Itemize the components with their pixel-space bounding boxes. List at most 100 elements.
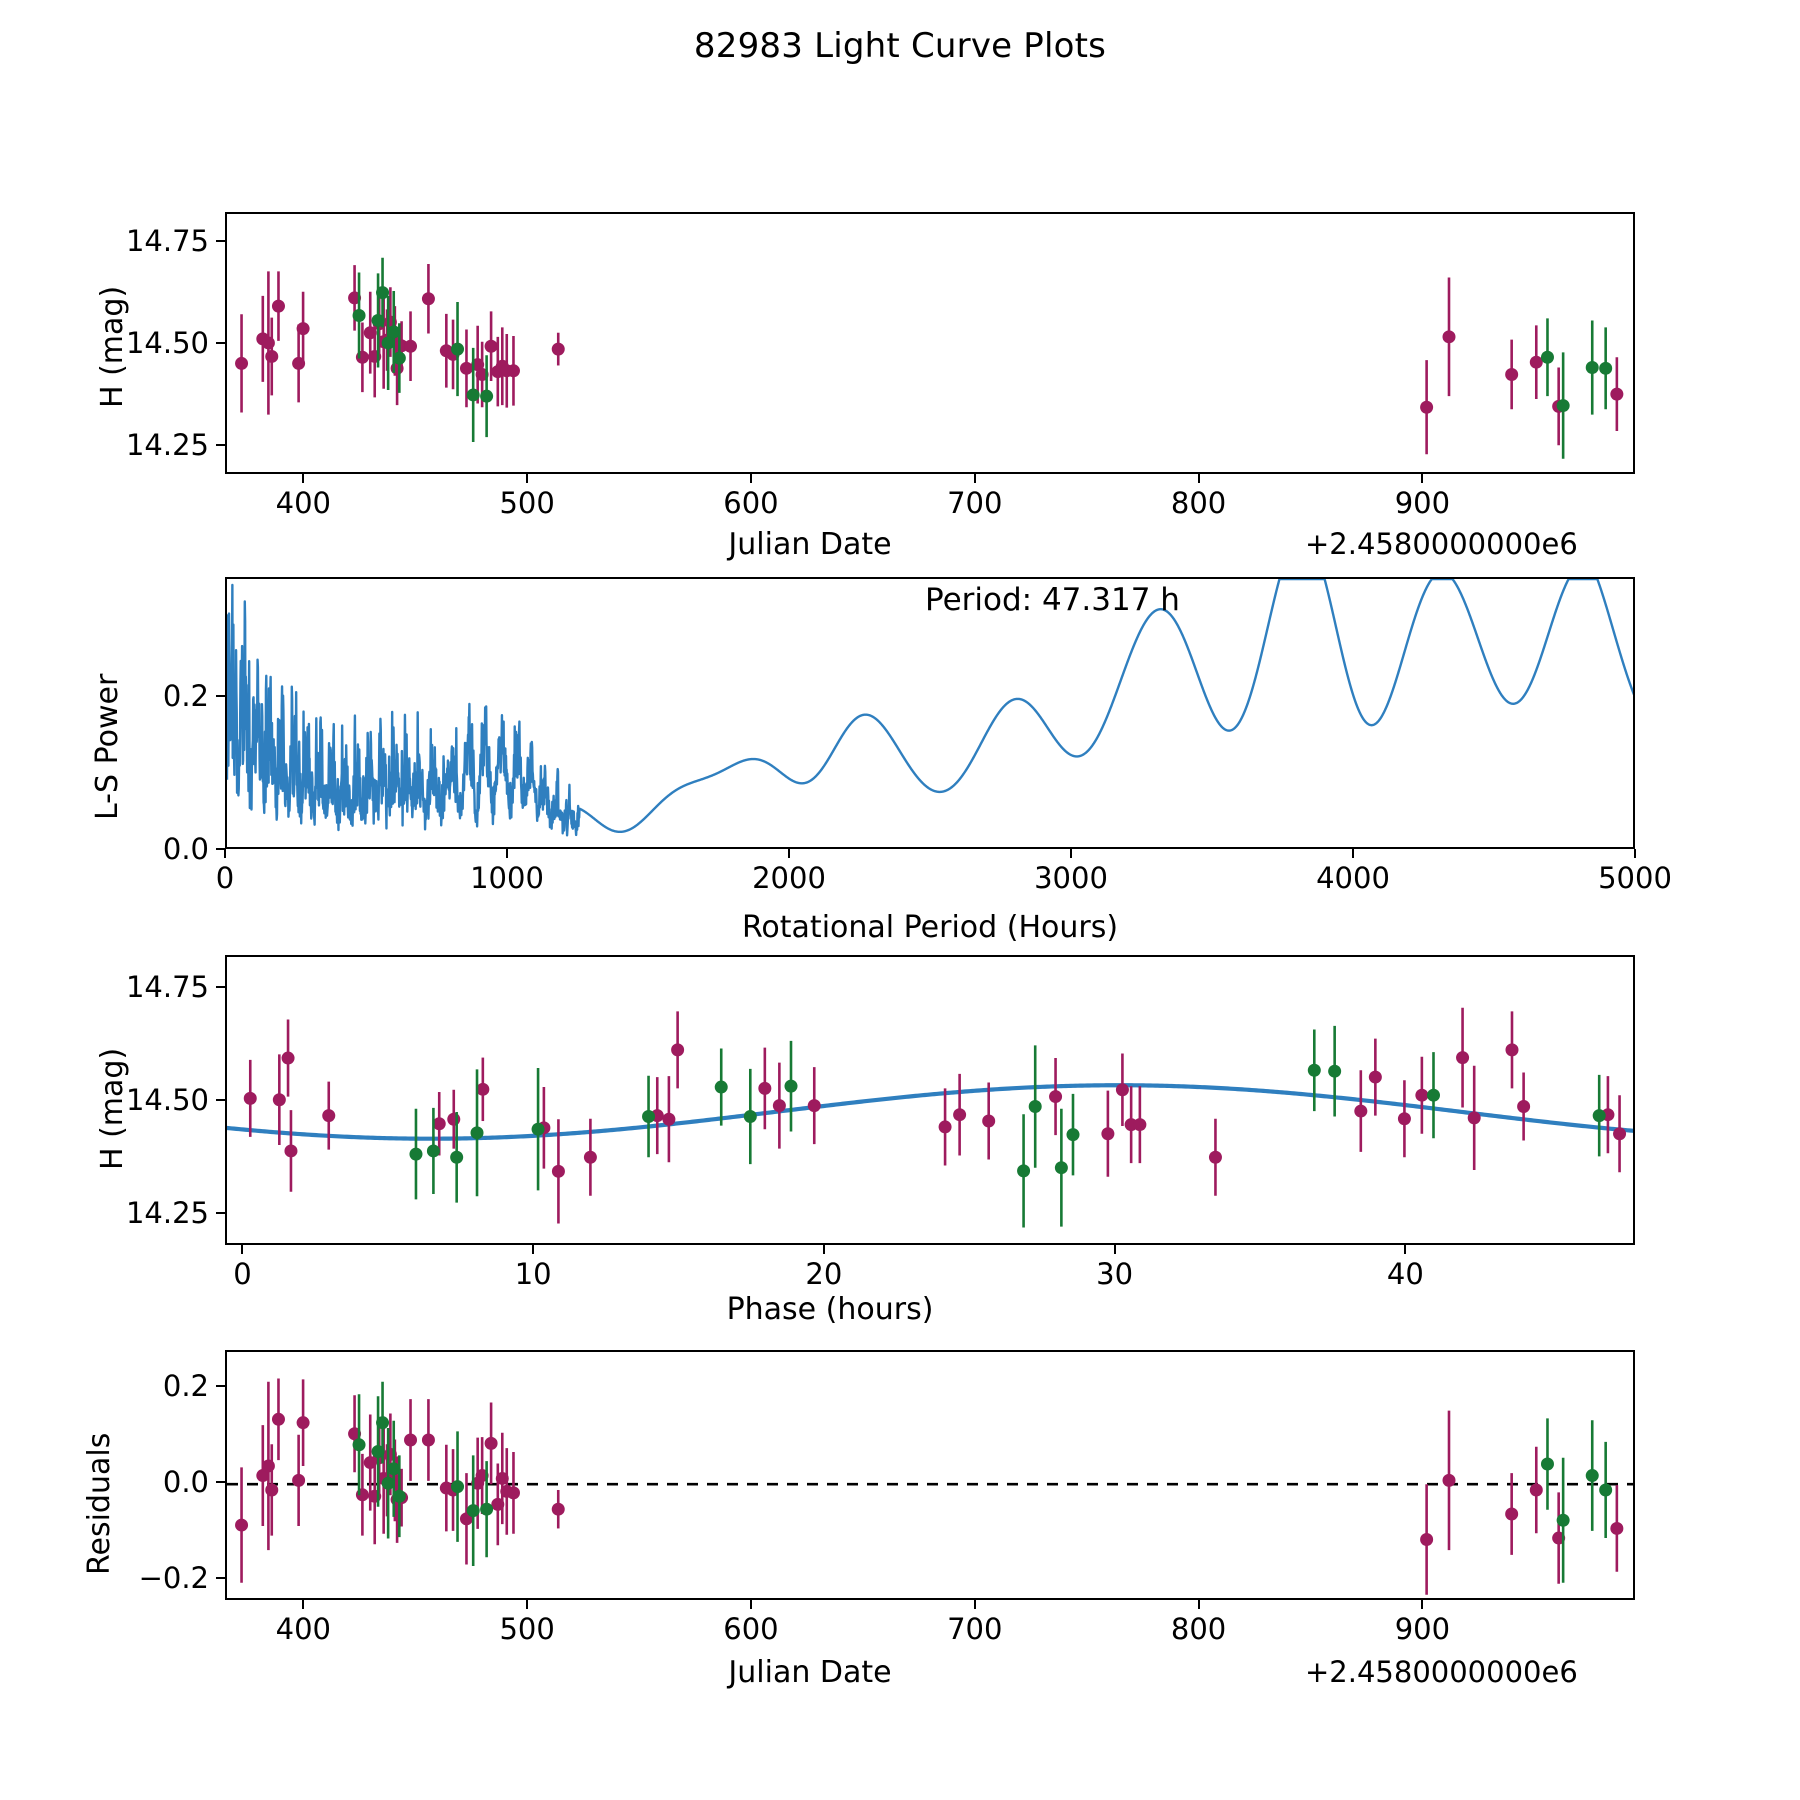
x-tick: [822, 1245, 825, 1254]
residuals-plot-area: [227, 1378, 1633, 1595]
data-point: [235, 356, 249, 370]
data-point: [404, 1433, 418, 1447]
data-point: [381, 336, 395, 350]
residuals-xlabel: Julian Date: [728, 1655, 892, 1690]
periodogram-plot-area: [227, 579, 1633, 837]
data-point: [551, 342, 565, 356]
y-tick-label: 0.2: [162, 1369, 209, 1404]
x-tick-label: 900: [1394, 486, 1451, 520]
page-title: 82983 Light Curve Plots: [693, 26, 1107, 66]
x-tick-label: 400: [275, 486, 332, 520]
data-point: [450, 1150, 464, 1164]
x-tick-label: 600: [723, 1612, 779, 1646]
data-point: [1066, 1128, 1080, 1142]
data-point: [322, 1109, 336, 1123]
data-point: [1017, 1164, 1031, 1178]
y-tick-label: 14.50: [125, 326, 209, 360]
y-tick: [216, 694, 225, 697]
lightcurve-plot-area: [235, 257, 1624, 459]
x-tick-label: 500: [499, 486, 555, 520]
data-point: [531, 1122, 545, 1136]
data-point: [484, 1436, 498, 1450]
x-tick-label: 30: [1096, 1257, 1134, 1291]
x-tick-label: 600: [723, 486, 779, 520]
data-point: [470, 1126, 484, 1140]
data-point: [1529, 1483, 1543, 1497]
lightcurve-x-offset: +2.4580000000e6: [1305, 527, 1578, 561]
x-tick-label: 2000: [752, 861, 826, 895]
y-tick: [216, 985, 225, 988]
data-point: [551, 1164, 565, 1178]
x-tick-label: 1000: [470, 861, 544, 895]
x-tick: [1352, 849, 1354, 858]
x-tick-label: 5000: [1598, 861, 1672, 895]
data-point: [271, 299, 285, 313]
x-tick: [224, 849, 226, 858]
data-point: [1133, 1118, 1147, 1132]
phase-axes: [225, 955, 1635, 1245]
data-point: [506, 1486, 520, 1500]
y-tick: [216, 444, 225, 447]
x-tick-label: 40: [1386, 1257, 1424, 1291]
data-point: [296, 322, 310, 336]
residuals-axes: [225, 1350, 1635, 1600]
data-point: [387, 325, 401, 339]
data-point: [421, 1433, 435, 1447]
y-tick: [216, 1385, 225, 1388]
data-point: [1101, 1127, 1115, 1141]
y-tick: [216, 1577, 225, 1580]
data-point: [1420, 400, 1434, 414]
x-tick-label: 800: [1170, 486, 1227, 520]
data-point: [1442, 1473, 1456, 1487]
phase-ylabel: H (mag): [95, 1047, 130, 1170]
data-point: [938, 1120, 952, 1134]
x-tick: [788, 849, 790, 858]
y-tick-label: 0.0: [162, 1465, 209, 1500]
x-tick: [1070, 849, 1072, 858]
data-point: [1517, 1100, 1531, 1114]
y-tick-label: 14.75: [125, 223, 209, 258]
data-point: [256, 1469, 270, 1483]
data-point: [476, 1082, 490, 1096]
data-point: [1049, 1090, 1063, 1104]
data-point: [1613, 1127, 1627, 1141]
data-point: [953, 1108, 967, 1122]
panel-periodogram: Period: 47.317 h L-S Power Rotational Pe…: [0, 560, 1800, 945]
x-tick-label: 500: [499, 1612, 555, 1646]
periodogram-xlabel: Rotational Period (Hours): [741, 910, 1119, 945]
x-tick: [506, 849, 508, 858]
data-point: [1368, 1070, 1382, 1084]
x-tick-label: 3000: [1034, 861, 1108, 895]
y-tick: [216, 239, 225, 242]
y-tick: [216, 1481, 225, 1484]
data-point: [1456, 1051, 1470, 1065]
data-point: [376, 286, 390, 300]
x-tick: [1197, 474, 1200, 483]
x-tick-label: 700: [947, 486, 1003, 520]
data-point: [807, 1099, 821, 1113]
x-tick: [1197, 1600, 1200, 1609]
data-point: [421, 292, 435, 306]
data-point: [1328, 1064, 1342, 1078]
panel-phase: H (mag) Phase (hours) 0 10 20 30 40 14.25 14.5…: [0, 930, 1800, 1327]
lightcurve-ylabel: H (mag): [95, 285, 130, 408]
data-point: [1505, 367, 1519, 381]
data-point: [982, 1114, 996, 1128]
data-point: [426, 1144, 440, 1158]
data-point: [1592, 1109, 1606, 1123]
x-tick-label: 4000: [1316, 861, 1390, 895]
data-point: [296, 1416, 310, 1430]
data-point: [451, 1480, 465, 1494]
data-point: [583, 1150, 597, 1164]
x-tick-label: 900: [1394, 1612, 1451, 1646]
y-tick-label: 14.50: [125, 1083, 209, 1117]
periodogram-axes: [225, 577, 1635, 849]
data-point: [1354, 1104, 1368, 1118]
data-point: [1585, 1469, 1599, 1483]
period-annotation: Period: 47.317 h: [925, 582, 1180, 618]
phase-xlabel: Phase (hours): [726, 1292, 934, 1327]
y-tick: [216, 1212, 225, 1215]
data-point: [265, 349, 279, 363]
data-point: [292, 1473, 306, 1487]
